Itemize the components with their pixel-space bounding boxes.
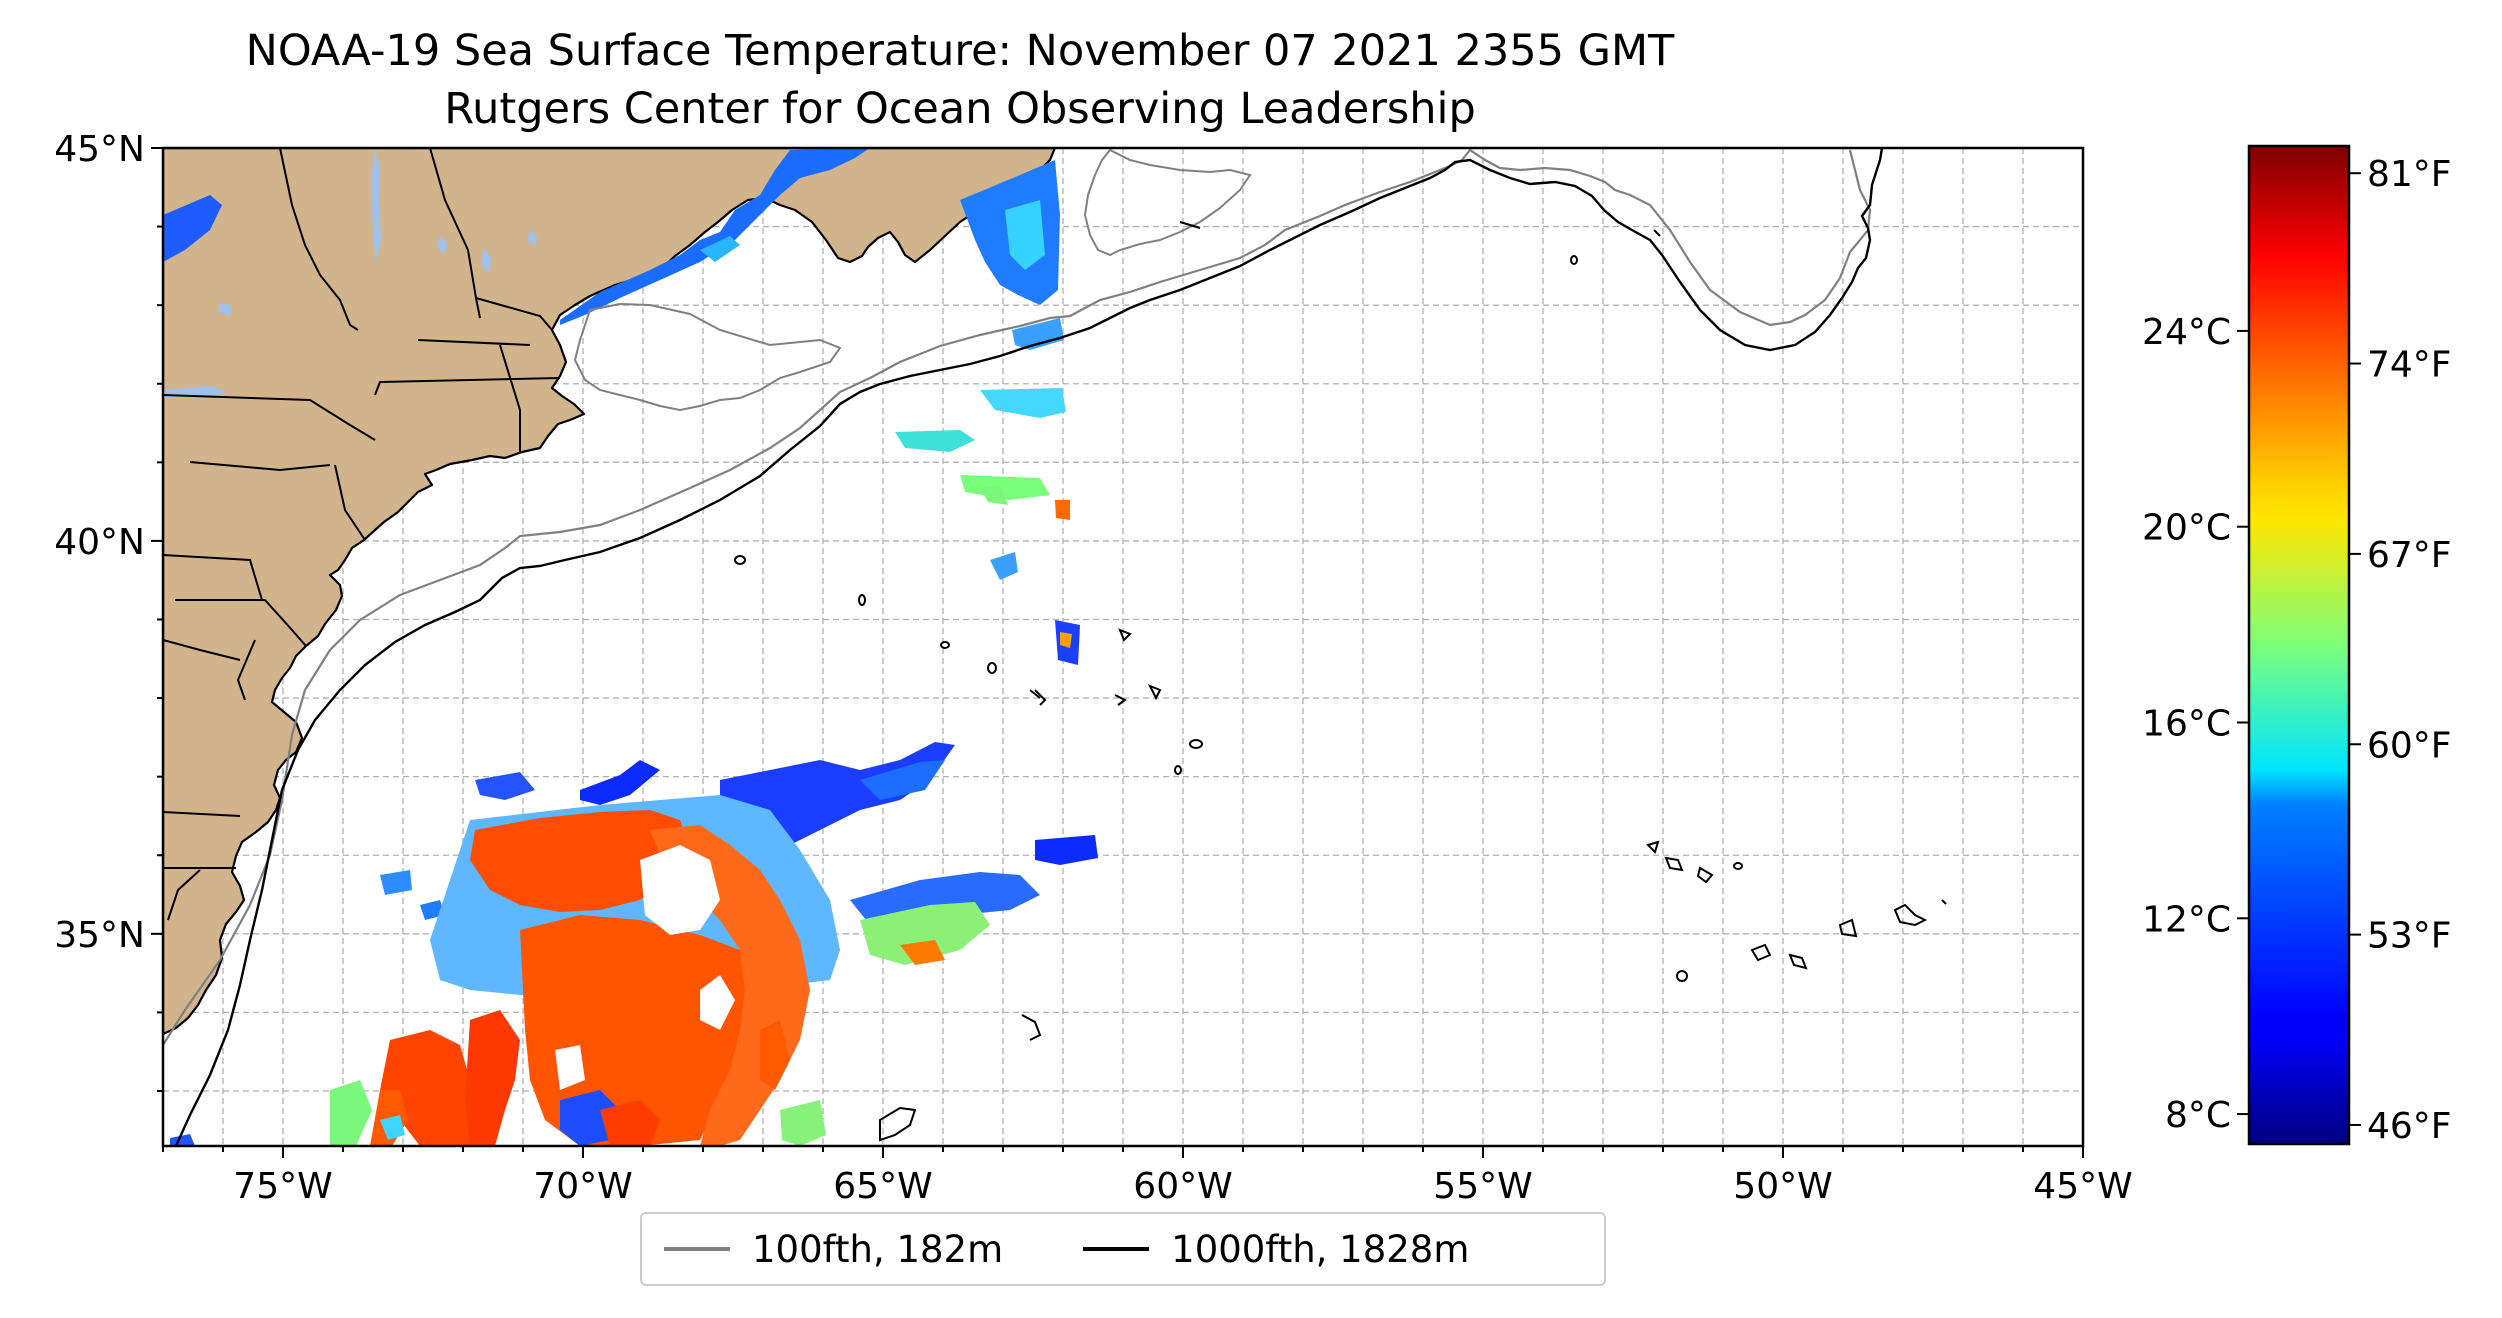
lon-tick-label: 75°W — [233, 1166, 332, 1207]
lon-tick-label: 65°W — [833, 1166, 932, 1207]
land-mass — [163, 148, 1057, 1036]
legend: 100fth, 182m 1000fth, 1828m — [640, 1212, 1606, 1286]
legend-label-1000fth: 1000fth, 1828m — [1171, 1227, 1470, 1271]
celsius-tick-label: 12°C — [2142, 899, 2231, 940]
lat-tick-label: 45°N — [54, 129, 145, 170]
fahrenheit-tick-label: 67°F — [2367, 535, 2452, 576]
celsius-tick-label: 24°C — [2142, 312, 2231, 353]
map-content — [163, 148, 2083, 1146]
fahrenheit-tick-label: 81°F — [2367, 154, 2452, 195]
map-axis-ticks: 75°W 70°W 65°W 60°W 55°W 50°W 45°W 45°N 40°N 35°N — [54, 129, 2132, 1207]
title-line-1: NOAA-19 Sea Surface Temperature: Novembe… — [245, 26, 1675, 76]
lon-tick-label: 55°W — [1433, 1166, 1532, 1207]
legend-item-100fth: 100fth, 182m — [664, 1228, 1003, 1271]
celsius-tick-label: 16°C — [2142, 704, 2231, 745]
fahrenheit-tick-label: 74°F — [2367, 345, 2452, 386]
colorbar-ticks: 8°C 12°C 16°C 20°C 24°C 46°F 53°F 60°F 67°F 74°F 8… — [2142, 154, 2451, 1147]
legend-swatch-black — [1083, 1247, 1150, 1251]
title-line-2: Rutgers Center for Ocean Observing Leade… — [444, 84, 1476, 134]
lat-tick-label: 35°N — [54, 915, 145, 956]
lon-tick-label: 50°W — [1733, 1166, 1832, 1207]
fahrenheit-tick-label: 46°F — [2367, 1106, 2452, 1147]
legend-label-100fth: 100fth, 182m — [752, 1227, 1004, 1271]
lat-tick-label: 40°N — [54, 522, 145, 563]
isobath-100fth-inner — [573, 148, 1252, 412]
celsius-tick-label: 20°C — [2142, 508, 2231, 549]
lon-tick-label: 45°W — [2033, 1166, 2132, 1207]
colorbar-gradient — [2247, 144, 2351, 1146]
lon-tick-label: 70°W — [533, 1166, 632, 1207]
seamount-contours — [734, 221, 1947, 1142]
colorbar: 8°C 12°C 16°C 20°C 24°C 46°F 53°F 60°F 67°F 74°F 8… — [2142, 144, 2452, 1147]
sst-data-layer — [163, 148, 1098, 1146]
lon-tick-label: 60°W — [1133, 1166, 1232, 1207]
isobath-1000fth — [174, 148, 1884, 1146]
fahrenheit-tick-label: 53°F — [2367, 916, 2452, 957]
celsius-tick-label: 8°C — [2165, 1095, 2231, 1136]
legend-item-1000fth: 1000fth, 1828m — [1083, 1228, 1469, 1271]
legend-swatch-gray — [664, 1247, 730, 1251]
state-borders — [163, 148, 561, 921]
fahrenheit-tick-label: 60°F — [2367, 725, 2452, 766]
figure-title: NOAA-19 Sea Surface Temperature: Novembe… — [160, 22, 1760, 138]
isobath-100fth — [163, 148, 1872, 1046]
